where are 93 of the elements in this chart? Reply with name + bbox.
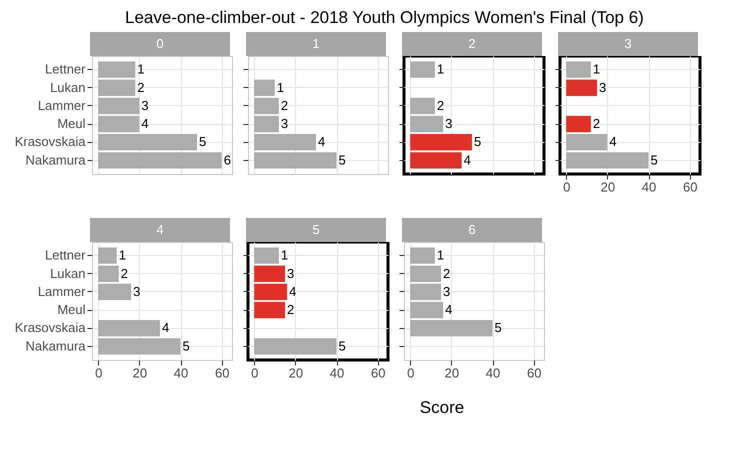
y-tick-label: Meul <box>57 116 86 132</box>
y-tick-label: Nakamura <box>26 152 86 168</box>
x-tick-label: 60 <box>526 366 542 380</box>
annotation: 6 <box>224 152 231 168</box>
annotation: 5 <box>182 338 190 354</box>
bar <box>254 338 337 355</box>
x-tick-label: 20 <box>600 180 616 194</box>
annotation: 3 <box>445 116 452 132</box>
x-tick-label: 0 <box>251 366 258 380</box>
annotation: 5 <box>338 152 346 168</box>
annotation: 1 <box>280 248 288 263</box>
bar <box>410 116 444 132</box>
y-tick-label: Lammer <box>38 284 86 299</box>
y-tick-label: Krasovskaia <box>14 134 86 150</box>
annotation: 1 <box>137 62 144 77</box>
x-tick-label: 40 <box>330 366 344 380</box>
annotation: 1 <box>118 248 126 263</box>
x-tick-label: 0 <box>95 366 102 380</box>
annotation: 1 <box>276 80 284 95</box>
annotation: 4 <box>609 134 617 150</box>
annotation: 1 <box>592 62 600 77</box>
annotation: 3 <box>443 284 450 299</box>
x-tick-label: 20 <box>288 366 304 380</box>
annotation: 5 <box>474 134 482 150</box>
y-tick-label: Nakamura <box>26 338 86 354</box>
bar <box>98 98 140 114</box>
annotation: 5 <box>494 320 502 336</box>
bar <box>254 302 286 318</box>
bar <box>254 116 279 132</box>
annotation: 4 <box>141 116 149 132</box>
bar <box>98 284 132 300</box>
bar <box>566 61 591 78</box>
annotation: 5 <box>338 338 346 354</box>
annotation: 2 <box>287 302 294 318</box>
bar <box>254 247 279 264</box>
bar <box>254 266 286 282</box>
chart-subtitle: 6 <box>402 218 542 242</box>
x-tick-label: 0 <box>563 180 570 194</box>
y-tick-label: Lukan <box>50 266 86 281</box>
bar <box>410 284 442 300</box>
annotation: 2 <box>436 98 444 113</box>
annotation: 1 <box>436 62 444 77</box>
annotation: 5 <box>650 152 658 168</box>
bar <box>254 284 288 300</box>
y-tick-label: Lettner <box>45 62 86 77</box>
x-tick-label: 40 <box>486 366 500 380</box>
annotation: 3 <box>599 80 606 95</box>
chart-subtitle: 3 <box>558 32 698 56</box>
chart-subtitle: 2 <box>402 32 542 56</box>
y-tick-label: Meul <box>57 302 86 318</box>
annotation: 2 <box>120 266 128 281</box>
text: Leave-one-climber-out - 2018 Youth Olympics Women's Final (Top 6) <box>124 7 645 29</box>
chart-subtitle: 1 <box>246 32 386 56</box>
y-tick-label: Lukan <box>50 80 86 95</box>
annotation: 3 <box>287 266 294 281</box>
annotation: 3 <box>141 98 149 113</box>
bar <box>410 302 444 318</box>
x-tick-label: 40 <box>174 366 188 380</box>
bar <box>566 80 598 96</box>
annotation: 3 <box>280 116 288 132</box>
x-tick-label: 0 <box>407 366 414 380</box>
y-tick-label: Lammer <box>38 98 86 113</box>
bar <box>410 61 435 78</box>
bar <box>566 116 591 132</box>
x-tick-label: 20 <box>444 366 460 380</box>
x-tick-label: 60 <box>682 180 698 194</box>
annotation: 2 <box>592 116 600 132</box>
bar <box>254 98 279 114</box>
bar <box>254 80 275 96</box>
annotation: 2 <box>443 266 450 281</box>
x-tick-label: 40 <box>642 180 656 194</box>
annotation: 4 <box>318 134 326 150</box>
annotation: 4 <box>445 302 452 318</box>
y-tick-label: Krasovskaia <box>14 320 86 336</box>
x-tick-label: 20 <box>132 366 148 380</box>
bar <box>410 320 493 336</box>
annotation: 2 <box>280 98 288 113</box>
x-axis-title: Score <box>418 398 466 418</box>
annotation: 1 <box>436 248 444 263</box>
annotation: 5 <box>199 134 206 150</box>
x-tick-label: 60 <box>370 366 386 380</box>
chart-subtitle: 4 <box>90 218 230 242</box>
annotation: 4 <box>162 320 170 336</box>
annotation: 4 <box>289 284 296 299</box>
annotation: 2 <box>137 80 144 95</box>
bar <box>410 98 435 114</box>
annotation: 3 <box>133 284 140 299</box>
y-tick-label: Lettner <box>45 248 86 263</box>
annotation: 4 <box>464 152 471 168</box>
chart-subtitle: 0 <box>90 32 230 56</box>
bar <box>98 116 140 132</box>
chart-subtitle: 5 <box>246 218 386 242</box>
x-tick-label: 60 <box>214 366 230 380</box>
